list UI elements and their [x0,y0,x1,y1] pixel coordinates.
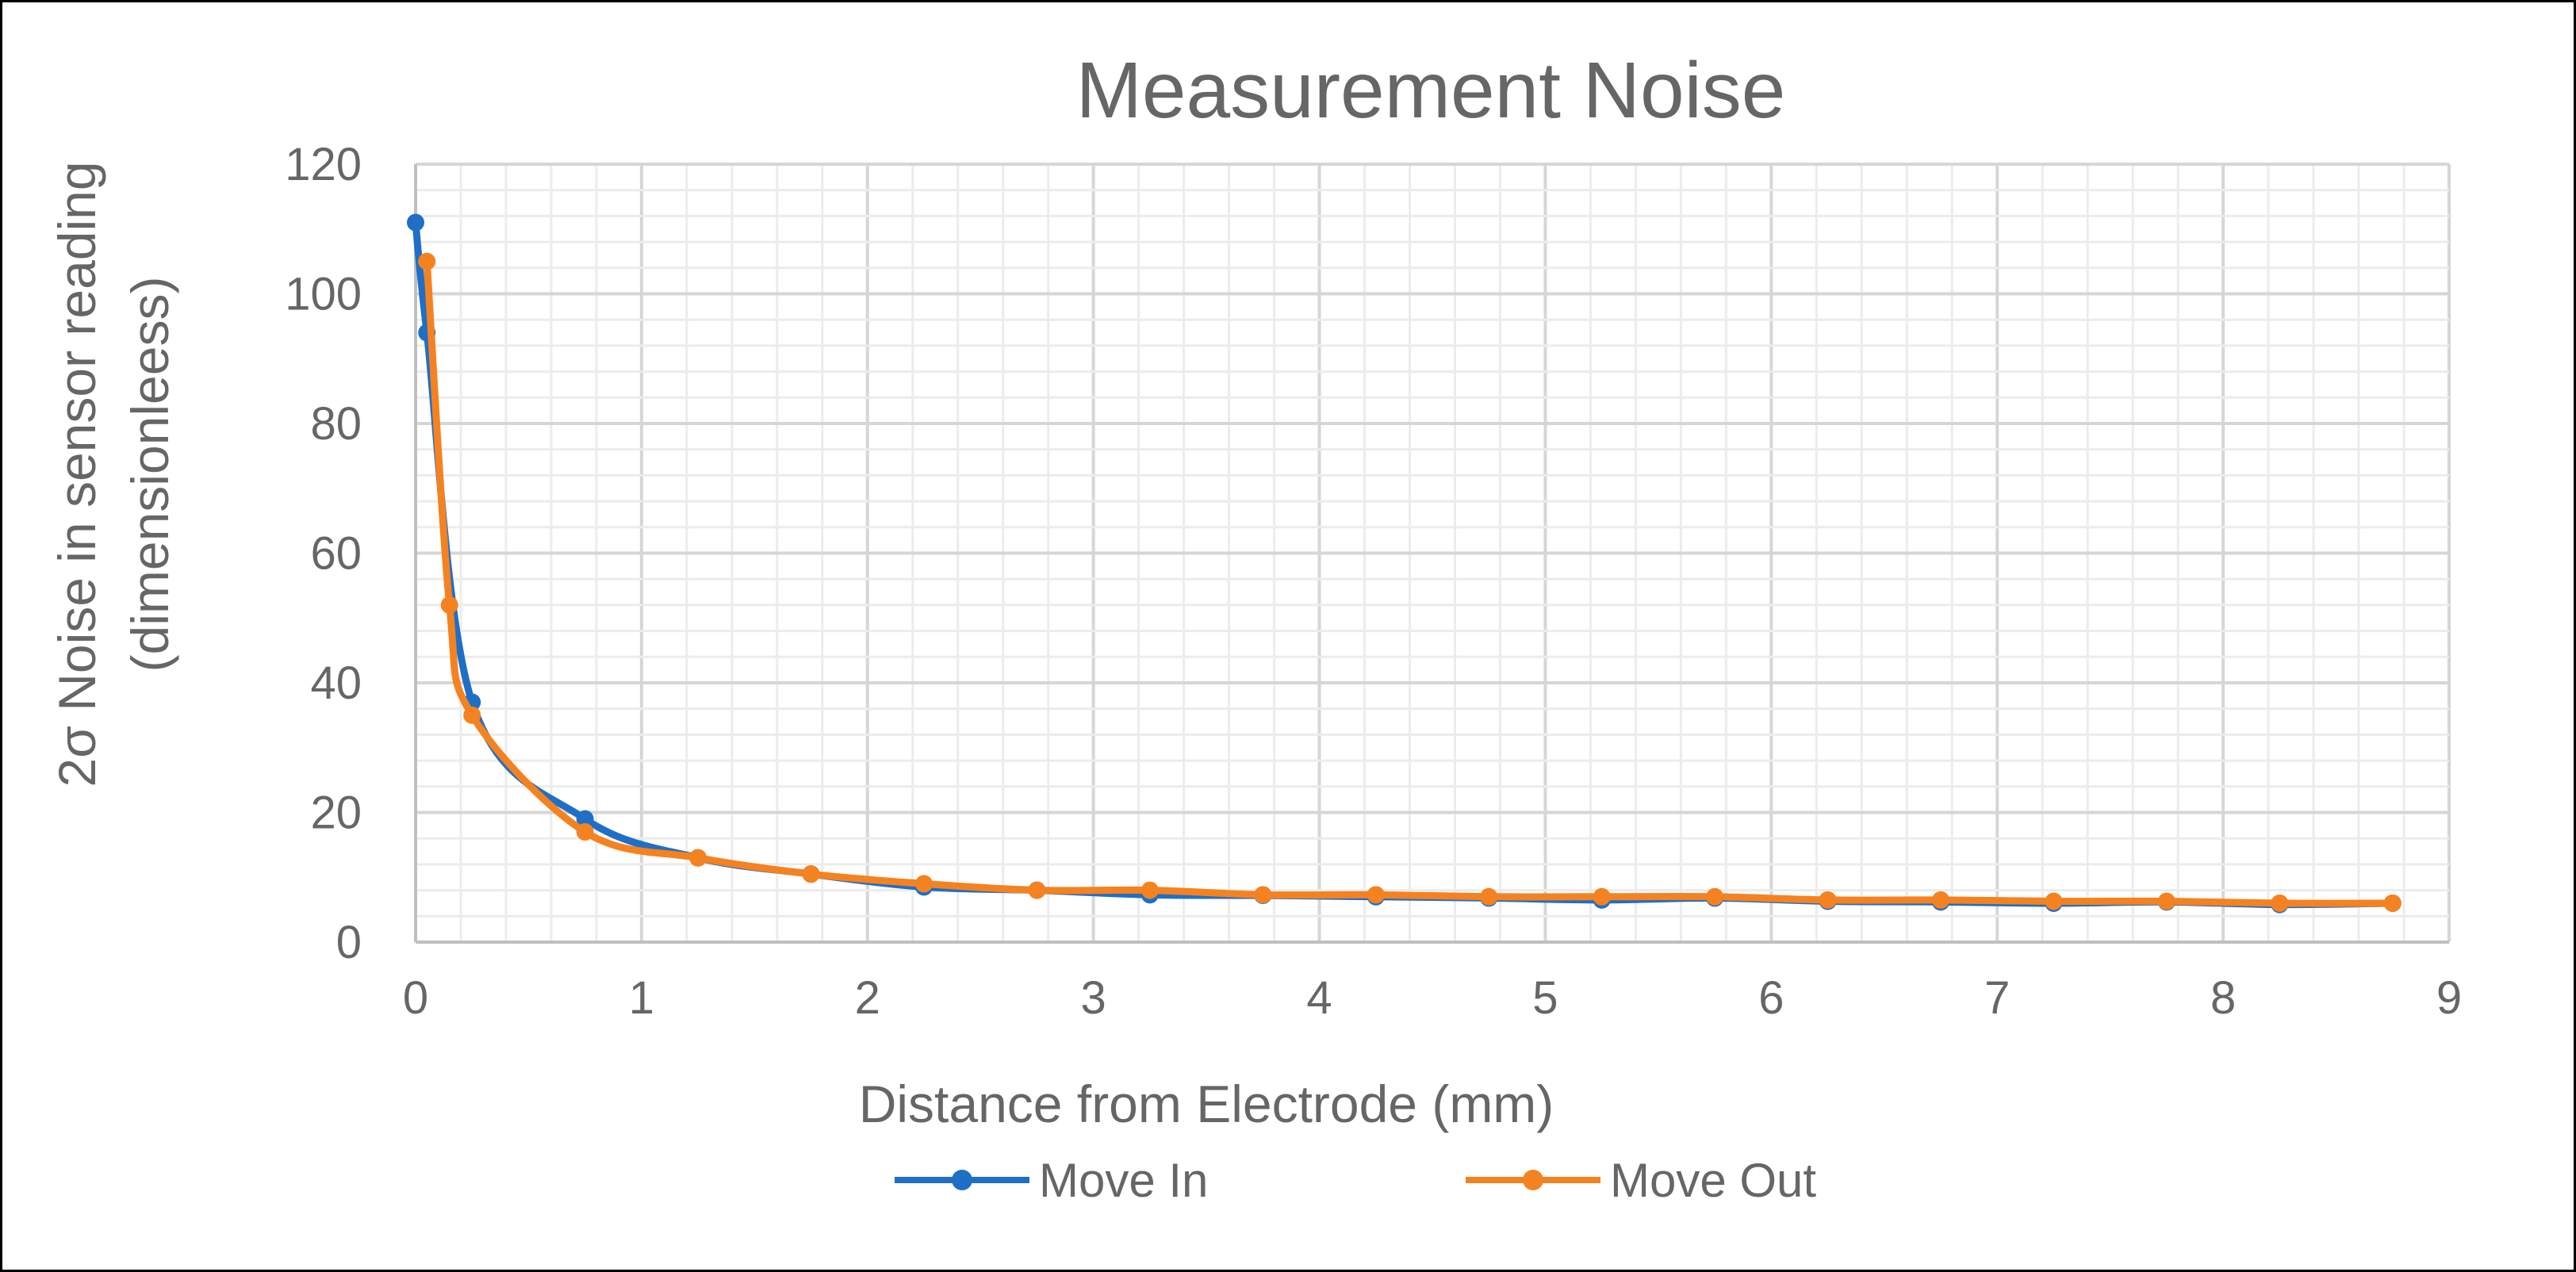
legend-label-move-out: Move Out [1610,1154,1816,1207]
x-tick-label: 2 [855,972,880,1024]
y-tick-label: 0 [336,917,362,968]
data-point-move-in [576,810,594,828]
data-point-move-out [915,875,933,893]
x-tick-label: 4 [1306,972,1332,1024]
data-point-move-out [1932,891,1949,909]
axes: 0 1 2 3 4 5 6 7 8 9 0 20 40 60 80 100 120 [285,139,2462,1024]
y-axis-title-line-1: 2σ Noise in sensor reading [48,161,106,787]
data-point-move-out [2045,892,2063,910]
x-tick-label: 5 [1532,972,1558,1024]
data-point-move-out [1028,881,1046,899]
x-tick-label: 8 [2210,972,2236,1024]
data-point-move-out [1819,891,1837,909]
data-point-move-out [2271,894,2289,912]
y-tick-label: 80 [310,398,362,450]
y-tick-label: 100 [285,269,362,320]
x-tick-label: 3 [1081,972,1106,1024]
y-axis-title-line-2: (dimensionleess) [121,277,179,672]
data-point-move-out [689,849,707,867]
data-point-move-out [2157,892,2175,910]
y-tick-label: 40 [310,657,362,709]
x-tick-label: 1 [629,972,654,1024]
y-tick-label: 20 [310,787,362,839]
data-point-move-out [418,252,436,270]
data-point-move-in [407,213,424,232]
legend-item-move-out: Move Out [1466,1154,1816,1207]
x-tick-label: 9 [2436,972,2462,1024]
chart-title: Measurement Noise [1076,46,1786,135]
y-tick-label: 120 [285,139,362,190]
data-point-move-out [802,865,820,883]
data-point-move-out [2383,894,2402,912]
legend-item-move-in: Move In [895,1154,1208,1207]
x-tick-label: 6 [1758,972,1784,1024]
legend-label-move-in: Move In [1039,1154,1208,1207]
data-point-move-out [440,596,458,614]
x-axis-title: Distance from Electrode (mm) [859,1075,1554,1133]
data-point-move-out [1140,881,1159,899]
legend: Move In Move Out [895,1154,1816,1207]
x-tick-label: 0 [403,972,428,1024]
series-line-move-in [412,222,2393,909]
data-point-move-out [1480,887,1498,906]
series-layer [407,213,2402,914]
grid [414,163,2451,944]
data-point-move-out [1593,887,1611,906]
y-tick-label: 60 [310,528,362,580]
data-point-move-out [576,823,594,841]
data-point-move-out [463,706,481,724]
x-tick-label: 7 [1984,972,2010,1024]
data-point-move-out [1367,886,1385,904]
data-point-move-out [1706,887,1724,906]
data-point-move-out [1254,886,1272,904]
series-move-out [418,252,2402,912]
